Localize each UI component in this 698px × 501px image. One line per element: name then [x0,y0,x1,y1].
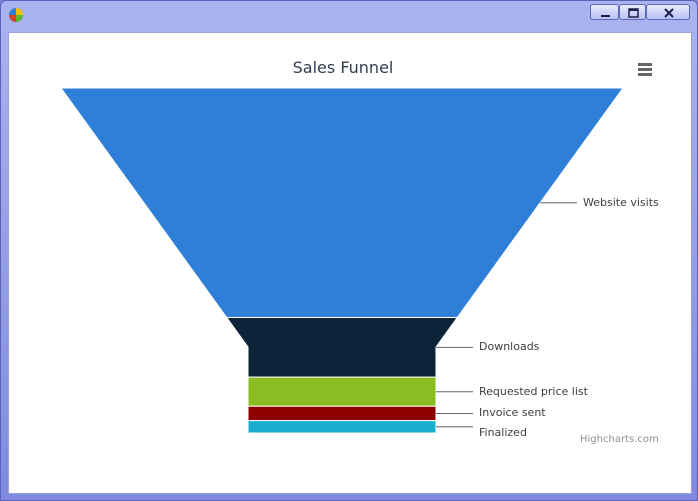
minimize-button[interactable] [590,4,619,20]
funnel-plot [60,87,624,434]
hamburger-menu-icon[interactable] [635,60,655,78]
maximize-icon [628,8,639,18]
funnel-label: Website visits [583,195,659,209]
funnel-label: Invoice sent [479,406,546,420]
minimize-icon [601,15,610,17]
maximize-button[interactable] [619,4,646,20]
credits-link[interactable]: Highcharts.com [580,434,659,445]
funnel-segment[interactable] [247,420,437,434]
funnel-segment[interactable] [60,87,624,319]
funnel-segment[interactable] [225,317,459,378]
funnel-label: Finalized [479,426,527,440]
funnel-label: Requested price list [479,384,588,398]
title-bar[interactable] [1,1,697,29]
funnel-label: Downloads [479,340,540,354]
pie-chart-icon [9,8,23,22]
funnel-segment[interactable] [247,405,437,422]
chart-title: Sales Funnel [292,58,394,77]
close-icon [664,8,674,18]
chart-container: Sales Funnel Highcharts.com Website visi… [8,32,692,494]
close-button[interactable] [646,4,690,20]
funnel-segment[interactable] [247,376,437,407]
